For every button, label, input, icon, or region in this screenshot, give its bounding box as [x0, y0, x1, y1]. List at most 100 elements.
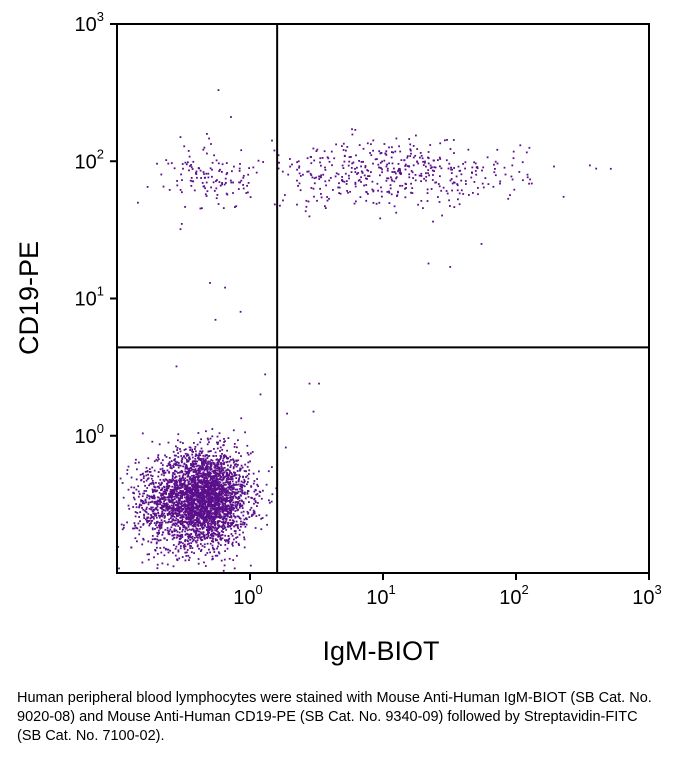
scatter-point: [246, 518, 248, 521]
scatter-point: [201, 481, 203, 484]
scatter-point: [225, 162, 228, 164]
scatter-point: [162, 494, 165, 496]
scatter-point: [200, 479, 203, 481]
scatter-point: [227, 538, 230, 541]
scatter-point: [177, 497, 180, 499]
scatter-point: [186, 551, 188, 554]
scatter-point: [200, 488, 202, 491]
scatter-point: [177, 456, 180, 458]
scatter-point: [394, 172, 397, 175]
scatter-point: [164, 490, 167, 493]
scatter-point: [161, 470, 164, 472]
scatter-point: [216, 458, 219, 461]
scatter-point: [164, 478, 167, 481]
scatter-point: [242, 501, 245, 503]
scatter-point: [123, 524, 125, 527]
scatter-point: [184, 493, 187, 495]
scatter-point: [189, 514, 192, 517]
scatter-point: [200, 536, 203, 538]
scatter-point: [243, 536, 245, 539]
scatter-point: [200, 515, 203, 517]
scatter-point: [215, 477, 218, 480]
scatter-point: [236, 515, 239, 518]
scatter-point: [170, 509, 173, 511]
scatter-point: [182, 528, 184, 531]
scatter-point: [391, 171, 394, 173]
scatter-point: [191, 511, 193, 514]
scatter-point: [185, 510, 187, 513]
scatter-point: [224, 509, 227, 512]
scatter-point: [237, 508, 239, 511]
scatter-point: [199, 509, 202, 512]
scatter-point: [220, 475, 223, 478]
scatter-point: [162, 185, 165, 188]
scatter-point: [210, 516, 213, 519]
scatter-point: [150, 495, 153, 498]
scatter-point: [196, 539, 199, 542]
scatter-point: [223, 558, 226, 561]
scatter-point: [193, 529, 195, 531]
scatter-point: [236, 492, 239, 495]
scatter-point: [219, 474, 221, 477]
scatter-point: [217, 463, 220, 466]
scatter-point: [348, 160, 351, 163]
scatter-point: [187, 512, 189, 515]
scatter-point: [155, 541, 158, 544]
scatter-point: [211, 495, 214, 498]
scatter-point: [223, 564, 226, 567]
scatter-point: [225, 455, 228, 458]
scatter-point: [218, 493, 220, 496]
scatter-point: [397, 170, 399, 173]
scatter-point: [184, 540, 186, 543]
scatter-point: [217, 459, 220, 461]
scatter-point: [232, 501, 234, 504]
scatter-point: [312, 410, 315, 413]
scatter-point: [218, 514, 220, 516]
scatter-point: [163, 503, 166, 506]
scatter-point: [232, 509, 234, 511]
scatter-point: [133, 522, 136, 524]
scatter-point: [262, 489, 264, 492]
scatter-point: [175, 445, 177, 448]
scatter-point: [379, 217, 382, 220]
scatter-point: [211, 518, 214, 520]
scatter-point: [169, 480, 172, 482]
scatter-point: [232, 495, 235, 498]
scatter-point: [188, 533, 190, 536]
scatter-point: [210, 186, 212, 189]
scatter-point: [155, 502, 158, 505]
scatter-point: [197, 472, 200, 474]
x-axis-title: IgM-BIOT: [322, 636, 439, 666]
scatter-point: [165, 496, 167, 499]
scatter-point: [217, 545, 219, 548]
scatter-point: [179, 441, 182, 444]
scatter-point: [219, 446, 222, 449]
scatter-point: [241, 483, 243, 486]
scatter-point: [198, 458, 201, 460]
scatter-point: [177, 439, 179, 442]
scatter-point: [176, 558, 178, 561]
scatter-point: [284, 194, 286, 196]
scatter-point: [206, 507, 208, 510]
scatter-point: [379, 161, 382, 164]
scatter-point: [192, 521, 195, 523]
scatter-point: [143, 490, 146, 492]
scatter-point: [160, 462, 163, 464]
scatter-point: [175, 479, 178, 482]
scatter-point: [404, 163, 407, 166]
scatter-point: [151, 538, 154, 541]
scatter-point: [242, 174, 245, 177]
scatter-point: [185, 163, 188, 166]
scatter-point: [348, 177, 350, 180]
scatter-point: [217, 467, 220, 470]
scatter-point: [182, 526, 185, 528]
scatter-point: [159, 521, 162, 524]
scatter-point: [145, 508, 148, 511]
scatter-point: [526, 173, 529, 176]
scatter-point: [328, 179, 331, 182]
scatter-point: [239, 505, 242, 508]
scatter-point: [152, 494, 155, 497]
scatter-point: [196, 498, 198, 500]
scatter-point: [238, 181, 240, 184]
scatter-point: [194, 460, 197, 462]
